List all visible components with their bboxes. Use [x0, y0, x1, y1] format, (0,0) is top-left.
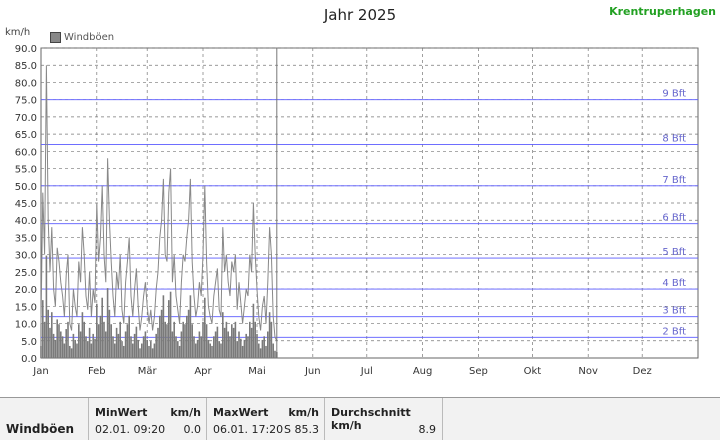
- y-tick-label: 30.0: [15, 251, 37, 262]
- max-unit: km/h: [288, 406, 319, 419]
- avg-value: 8.9: [418, 423, 437, 436]
- y-tick-label: 5.0: [21, 337, 37, 348]
- footer-series-label: Windböen: [6, 422, 74, 436]
- y-tick-label: 70.0: [15, 113, 37, 124]
- footer-min-cell: MinWert km/h 02.01. 09:20 0.0: [88, 398, 207, 440]
- y-tick-label: 20.0: [15, 285, 37, 296]
- month-tick-label: Feb: [88, 366, 106, 377]
- beaufort-label: 6 Bft: [662, 213, 686, 224]
- min-unit: km/h: [170, 406, 201, 419]
- legend-swatch: [50, 32, 61, 43]
- month-tick-label: Aug: [413, 366, 433, 377]
- month-tick-label: Apr: [194, 366, 212, 377]
- y-tick-label: 65.0: [15, 130, 37, 141]
- y-tick-label: 25.0: [15, 268, 37, 279]
- y-tick-label: 50.0: [15, 182, 37, 193]
- month-tick-label: Sep: [469, 366, 488, 377]
- month-tick-label: Jul: [360, 366, 373, 377]
- y-tick-label: 40.0: [15, 216, 37, 227]
- y-tick-label: 60.0: [15, 147, 37, 158]
- chart-title: Jahr 2025: [323, 6, 397, 24]
- wind-chart: 0.0 5.0 10.0 15.0 20.0 25.0 30.0 35.0 40.0 45.0 50…: [15, 44, 699, 377]
- min-time: 02.01. 09:20: [95, 423, 166, 436]
- y-tick-label: 0.0: [21, 354, 37, 365]
- y-tick-label: 15.0: [15, 302, 37, 313]
- y-axis-unit: km/h: [5, 27, 31, 38]
- y-tick-label: 10.0: [15, 320, 37, 331]
- beaufort-label: 9 Bft: [662, 89, 686, 100]
- beaufort-label: 2 Bft: [662, 326, 686, 337]
- y-tick-label: 85.0: [15, 61, 37, 72]
- stats-footer: Windböen MinWert km/h 02.01. 09:20 0.0 M…: [0, 397, 720, 440]
- legend: Windböen: [50, 32, 114, 43]
- month-tick-label: Mär: [138, 366, 158, 377]
- month-tick-label: Nov: [578, 366, 598, 377]
- max-time: 06.01. 17:20: [213, 423, 284, 436]
- y-tick-label: 75.0: [15, 96, 37, 107]
- month-tick-label: Jan: [32, 366, 48, 377]
- windgust-series-line: [40, 65, 278, 342]
- max-header: MaxWert: [213, 406, 269, 419]
- avg-header: Durchschnitt km/h: [331, 406, 411, 432]
- y-tick-label: 35.0: [15, 233, 37, 244]
- beaufort-label: 8 Bft: [662, 133, 686, 144]
- legend-label: Windböen: [64, 32, 115, 43]
- footer-avg-cell: Durchschnitt km/h 8.9: [324, 398, 443, 440]
- beaufort-label: 3 Bft: [662, 306, 686, 317]
- month-tick-label: Jun: [304, 366, 321, 377]
- footer-series-cell: Windböen: [0, 398, 88, 440]
- station-name: Krentruperhagen: [609, 5, 716, 18]
- beaufort-label: 5 Bft: [662, 247, 686, 258]
- y-tick-label: 55.0: [15, 165, 37, 176]
- min-value: 0.0: [183, 423, 202, 436]
- min-header: MinWert: [95, 406, 148, 419]
- month-tick-label: Mai: [248, 366, 266, 377]
- y-tick-label: 45.0: [15, 199, 37, 210]
- max-value: S 85.3: [284, 423, 319, 436]
- y-tick-label: 80.0: [15, 78, 37, 89]
- y-tick-label: 90.0: [15, 44, 37, 55]
- month-tick-label: Dez: [633, 366, 652, 377]
- beaufort-label: 4 Bft: [662, 278, 686, 289]
- month-tick-label: Okt: [524, 366, 542, 377]
- beaufort-label: 7 Bft: [662, 175, 686, 186]
- footer-max-cell: MaxWert km/h 06.01. 17:20 S 85.3: [206, 398, 325, 440]
